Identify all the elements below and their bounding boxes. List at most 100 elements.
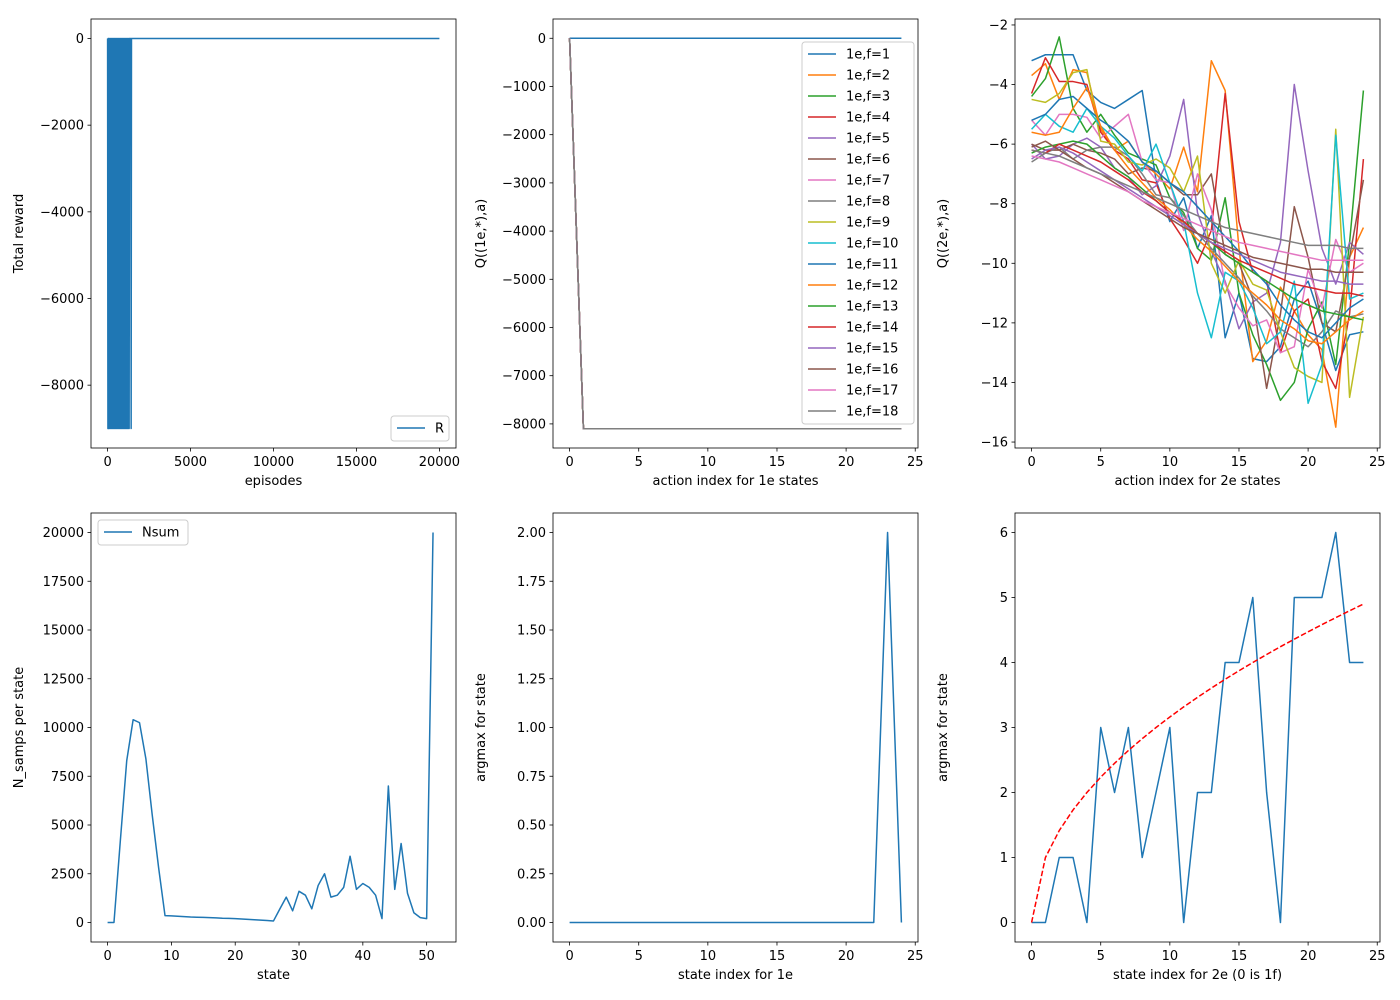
x-tick-label: 20: [1300, 949, 1317, 964]
x-tick-label: 5: [1097, 949, 1105, 964]
x-tick-label: 15: [1231, 455, 1248, 470]
y-tick-label: −16: [981, 436, 1008, 451]
x-tick-label: 20000: [419, 455, 460, 470]
series-line-9: [1031, 68, 1365, 399]
x-axis-label: episodes: [245, 474, 303, 489]
y-tick-label: 1.00: [517, 721, 546, 736]
series-line-1: [107, 532, 434, 924]
x-axis-label: state: [257, 968, 290, 983]
y-axis-label: Total reward: [12, 194, 27, 275]
legend-entry-label: 1e,f=2: [846, 69, 890, 84]
x-tick-label: 25: [1369, 949, 1386, 964]
y-tick-label: 0: [538, 32, 546, 47]
y-tick-label: −1000: [502, 80, 546, 95]
legend-entry-label: 1e,f=4: [846, 111, 890, 126]
y-tick-label: 1.25: [517, 672, 546, 687]
legend-entry-label: 1e,f=7: [846, 174, 890, 189]
y-tick-label: 4: [1000, 656, 1008, 671]
x-tick-label: 15: [1231, 949, 1248, 964]
subplot-4: 0 10 20 30 40 50 0 2500 5000 7500 10000 12500 15000 1…: [12, 512, 457, 983]
x-tick-label: 50: [418, 949, 435, 964]
series-line-18: [1031, 149, 1364, 250]
x-tick-label: 10000: [253, 455, 294, 470]
x-tick-label: 0: [103, 949, 111, 964]
y-tick-label: −10: [981, 257, 1008, 272]
y-tick-label: 3: [1000, 721, 1008, 736]
series-group: [568, 37, 902, 430]
series-line-10: [1031, 107, 1364, 405]
legend: Nsum: [97, 519, 189, 546]
y-tick-label: −6000: [502, 321, 546, 336]
subplot-3: 0 5 10 15 20 25 −2 −4 −6 −8 −10 −12 −14 −16 action ind…: [936, 18, 1386, 489]
legend-entry-label: 1e,f=18: [846, 405, 898, 420]
subplot-2: 0 5 10 15 20 25 0 −1000 −2000 −3000 −4000 −5000 −600…: [474, 18, 924, 489]
x-tick-label: 15: [769, 949, 786, 964]
x-axis-label: action index for 1e states: [653, 474, 819, 489]
y-tick-label: 1: [1000, 851, 1008, 866]
x-tick-label: 10: [163, 949, 180, 964]
x-axis-label: state index for 2e (0 is 1f): [1113, 968, 1282, 983]
legend-entry-label: 1e,f=8: [846, 195, 890, 210]
y-tick-label: −14: [981, 376, 1008, 391]
series-line-14: [1031, 143, 1364, 297]
x-tick-label: 20: [227, 949, 244, 964]
x-tick-label: 10: [1162, 949, 1179, 964]
series-line-18: [568, 38, 902, 430]
y-tick-label: −2000: [40, 119, 84, 134]
axes-frame: [1014, 18, 1381, 449]
series-line-1: [569, 531, 903, 924]
x-axis-label: action index for 2e states: [1115, 474, 1281, 489]
y-tick-label: −2000: [502, 128, 546, 143]
y-tick-label: 17500: [43, 575, 84, 590]
subplot-5: 0 5 10 15 20 25 0.00 0.25 0.50 0.75 1.00 1.25 1.50 1.…: [474, 512, 924, 983]
axes-frame: [90, 512, 457, 943]
series-line-11: [1031, 95, 1364, 339]
legend-box: [97, 519, 189, 546]
x-tick-label: 20: [838, 949, 855, 964]
axes-frame: [552, 18, 919, 449]
y-tick-label: −12: [981, 316, 1008, 331]
series-group: [1030, 36, 1365, 428]
x-tick-label: 15000: [336, 455, 377, 470]
y-tick-label: 6: [1000, 526, 1008, 541]
x-tick-label: 25: [1369, 455, 1386, 470]
y-tick-label: 2500: [51, 867, 84, 882]
series-line-17: [1031, 155, 1364, 262]
x-tick-label: 40: [355, 949, 372, 964]
y-axis-label: Q((2e,*),a): [936, 199, 951, 269]
x-tick-label: 20: [838, 455, 855, 470]
y-tick-label: 15000: [43, 624, 84, 639]
x-tick-label: 0: [565, 949, 573, 964]
y-tick-label: 0.50: [517, 819, 546, 834]
legend-entry-label: R: [435, 422, 444, 437]
legend-entry-label: 1e,f=16: [846, 363, 898, 378]
y-tick-label: 0.75: [517, 770, 546, 785]
axes-frame: [552, 512, 919, 943]
y-tick-label: 0: [76, 916, 84, 931]
y-tick-label: 1.50: [517, 624, 546, 639]
series-line-12: [1031, 86, 1364, 345]
y-tick-label: 5000: [51, 819, 84, 834]
y-tick-label: −2: [989, 18, 1008, 33]
series-line-1: [106, 37, 440, 430]
x-tick-label: 25: [907, 949, 924, 964]
y-tick-label: 1.75: [517, 575, 546, 590]
legend-entry-label: 1e,f=12: [846, 279, 898, 294]
y-tick-label: −6: [989, 138, 1008, 153]
legend-entry-label: 1e,f=9: [846, 216, 890, 231]
y-tick-label: −7000: [502, 369, 546, 384]
subplot-6: 0 5 10 15 20 25 0 1 2 3 4 5 6 state index for 2e (0 i…: [936, 512, 1386, 983]
series-group: [569, 531, 903, 924]
series-line-1: [1031, 531, 1364, 924]
x-tick-label: 0: [1027, 949, 1035, 964]
legend: 1e,f=1 1e,f=2 1e,f=3 1e,f=4 1e,f=5 1e,f=6 1e,f…: [801, 41, 915, 425]
x-tick-label: 0: [565, 455, 573, 470]
y-tick-label: 0.00: [517, 916, 546, 931]
x-tick-label: 25: [907, 455, 924, 470]
y-axis-label: N_samps per state: [12, 667, 27, 788]
legend-entry-label: 1e,f=3: [846, 90, 890, 105]
y-tick-label: −3000: [502, 176, 546, 191]
y-tick-label: 12500: [43, 672, 84, 687]
series-line-6: [1031, 143, 1365, 390]
y-tick-label: −6000: [40, 292, 84, 307]
